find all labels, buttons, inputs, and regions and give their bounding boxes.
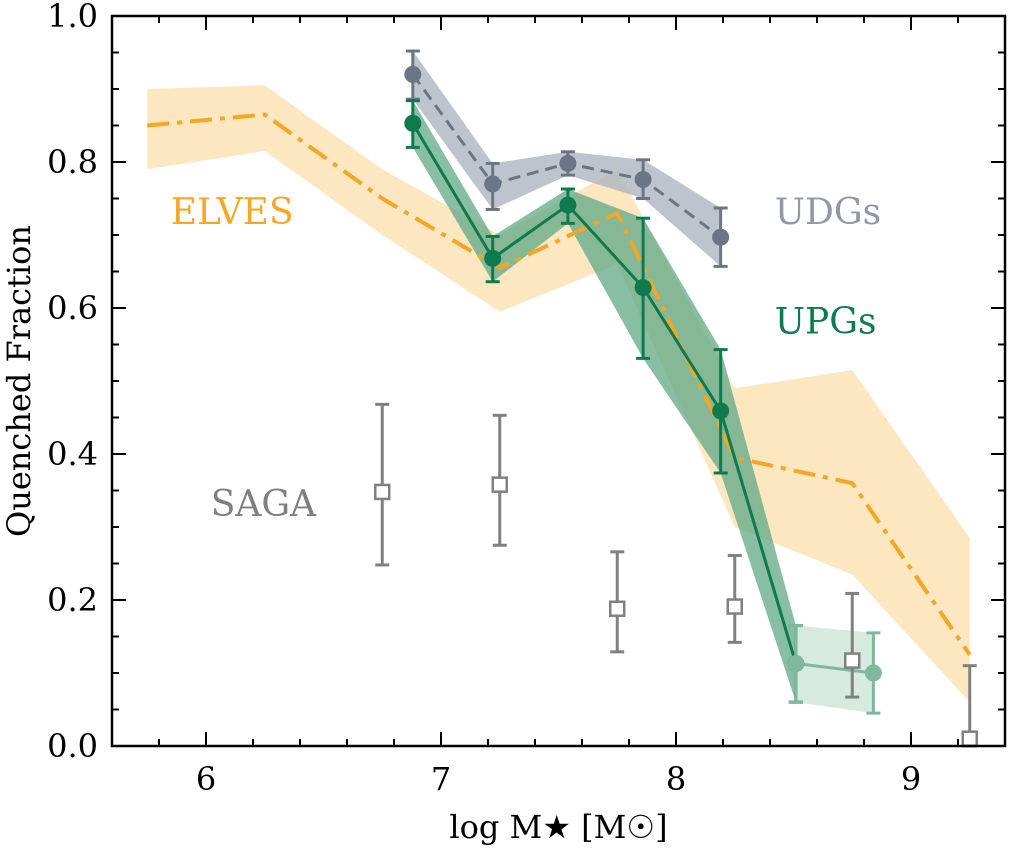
annotation-udgs: UDGs (775, 192, 881, 233)
x-tick-label: 8 (666, 760, 686, 798)
saga-point (374, 483, 391, 501)
bands-layer (147, 51, 970, 714)
y-tick-label: 0.4 (47, 435, 98, 473)
annotations-layer: ELVES UDGs UPGs SAGA (171, 192, 881, 525)
annotation-saga: SAGA (211, 484, 317, 525)
saga-point (609, 600, 626, 618)
upgs-faded-point (864, 664, 882, 682)
saga-point (491, 476, 508, 493)
upgs-point (484, 249, 502, 267)
upgs-faded-line (795, 662, 874, 675)
saga-point (844, 652, 861, 669)
upgs-point (712, 402, 730, 420)
y-tick-label: 0.2 (47, 581, 98, 619)
y-axis-label: Quenched Fraction (0, 225, 38, 537)
upgs-point (404, 114, 422, 132)
upgs-faded-point (787, 655, 805, 673)
upgs-point (559, 196, 577, 214)
saga-point (961, 730, 978, 747)
x-axis-label: log M★ [M☉] (449, 808, 667, 846)
upgs-band (412, 100, 796, 703)
upgs-point (634, 279, 652, 297)
y-tick-label: 0.6 (47, 289, 98, 327)
udgs-point (484, 175, 502, 193)
udgs-point (634, 171, 652, 189)
x-tick-label: 7 (431, 760, 451, 798)
udgs-point (404, 65, 422, 83)
upgs-line (411, 122, 798, 664)
x-tick-label: 6 (196, 760, 216, 798)
y-tick-label: 0.8 (47, 143, 98, 181)
udgs-point (559, 154, 577, 172)
saga-point (726, 598, 743, 615)
x-tick-label: 9 (901, 760, 921, 798)
annotation-upgs: UPGs (775, 302, 877, 343)
elves-line (147, 112, 972, 656)
points-layer (374, 49, 978, 748)
annotation-elves: ELVES (171, 192, 294, 233)
y-tick-label: 0.0 (47, 727, 98, 765)
udgs-point (712, 228, 730, 246)
y-tick-label: 1.0 (47, 0, 98, 35)
